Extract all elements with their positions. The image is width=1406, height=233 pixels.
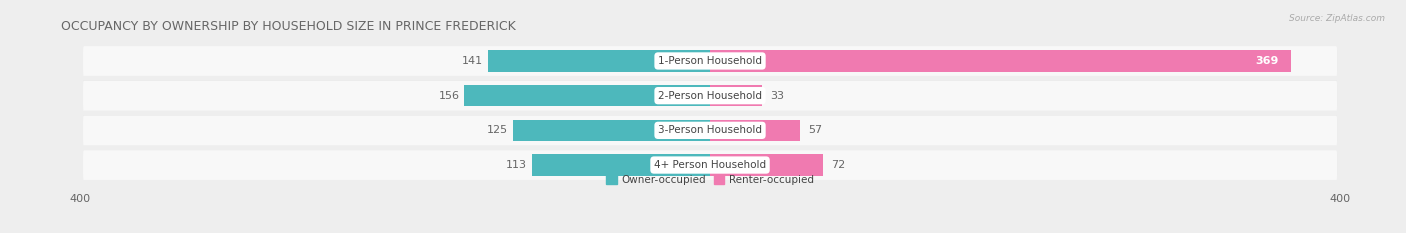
Text: 4+ Person Household: 4+ Person Household bbox=[654, 160, 766, 170]
Bar bbox=[488, 50, 710, 72]
Bar bbox=[531, 154, 710, 176]
Text: 72: 72 bbox=[831, 160, 845, 170]
Text: OCCUPANCY BY OWNERSHIP BY HOUSEHOLD SIZE IN PRINCE FREDERICK: OCCUPANCY BY OWNERSHIP BY HOUSEHOLD SIZE… bbox=[60, 20, 516, 33]
Text: 113: 113 bbox=[506, 160, 527, 170]
Bar bbox=[464, 85, 710, 106]
Bar bbox=[710, 154, 824, 176]
Bar bbox=[513, 120, 710, 141]
Text: Source: ZipAtlas.com: Source: ZipAtlas.com bbox=[1289, 14, 1385, 23]
Text: 2-Person Household: 2-Person Household bbox=[658, 91, 762, 101]
Text: 369: 369 bbox=[1256, 56, 1278, 66]
FancyBboxPatch shape bbox=[83, 46, 1337, 75]
Text: 141: 141 bbox=[463, 56, 484, 66]
FancyBboxPatch shape bbox=[83, 46, 1337, 76]
Text: 1-Person Household: 1-Person Household bbox=[658, 56, 762, 66]
Text: 3-Person Household: 3-Person Household bbox=[658, 125, 762, 135]
FancyBboxPatch shape bbox=[83, 115, 1337, 145]
FancyBboxPatch shape bbox=[83, 115, 1337, 144]
Bar bbox=[710, 85, 762, 106]
FancyBboxPatch shape bbox=[83, 81, 1337, 111]
FancyBboxPatch shape bbox=[83, 150, 1337, 180]
Text: 125: 125 bbox=[488, 125, 509, 135]
FancyBboxPatch shape bbox=[83, 150, 1337, 179]
Text: 33: 33 bbox=[770, 91, 785, 101]
FancyBboxPatch shape bbox=[83, 81, 1337, 110]
Bar bbox=[710, 50, 1291, 72]
Bar bbox=[710, 120, 800, 141]
Text: 156: 156 bbox=[439, 91, 460, 101]
Text: 57: 57 bbox=[807, 125, 823, 135]
Legend: Owner-occupied, Renter-occupied: Owner-occupied, Renter-occupied bbox=[602, 171, 818, 189]
